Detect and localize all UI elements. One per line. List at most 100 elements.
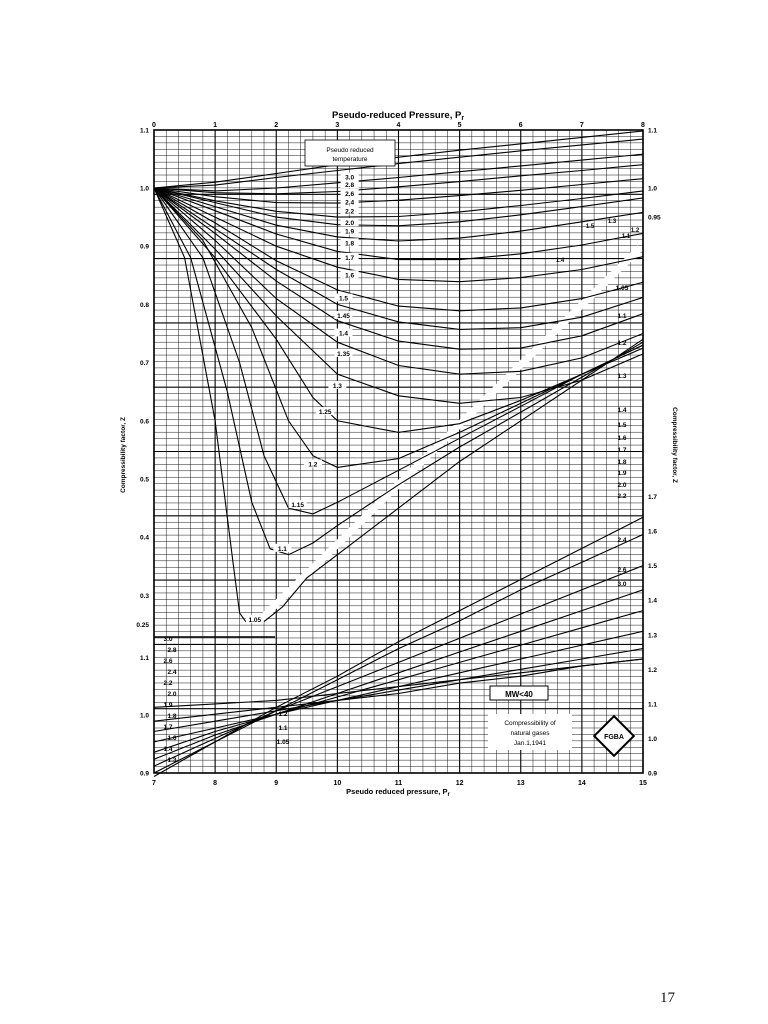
tr-label-bg bbox=[273, 543, 292, 552]
left-upper-tick-label: 0.8 bbox=[140, 302, 149, 309]
tr-label-1.05: 1.05 bbox=[249, 617, 262, 624]
right-curve-label: 2.6 bbox=[617, 567, 626, 574]
right-lower-tick-label: 1.6 bbox=[648, 529, 657, 536]
curve-tr-2.4 bbox=[153, 164, 644, 195]
tr-label-bg bbox=[340, 217, 359, 226]
tr-label-bg bbox=[340, 252, 359, 261]
tr-label-bg bbox=[334, 293, 353, 302]
mw-text: MW<40 bbox=[505, 690, 533, 699]
curve-tr-1.1 bbox=[153, 187, 644, 556]
left-upper-tick-label: 0.5 bbox=[140, 477, 149, 484]
curve-tr-3.0 bbox=[153, 130, 644, 189]
top-tick-label: 1 bbox=[213, 122, 217, 129]
steep-label: 1.3 bbox=[608, 219, 617, 225]
lower-left-label: 1.7 bbox=[163, 724, 172, 731]
top-tick-label: 7 bbox=[580, 122, 584, 129]
lower-left-label: 2.2 bbox=[163, 680, 172, 687]
fgba-logo: FGBA bbox=[592, 714, 636, 758]
curve-tr-2.2 bbox=[153, 178, 644, 204]
steep-label: 1.2 bbox=[631, 228, 640, 234]
tr-label-2.0: 2.0 bbox=[345, 220, 354, 227]
top-tick-label: 3 bbox=[335, 122, 339, 129]
left-upper-tick-label: 0.9 bbox=[140, 244, 149, 251]
tr-label-1.2: 1.2 bbox=[308, 461, 317, 468]
lower-left-label: 1.6 bbox=[167, 735, 176, 742]
right-lower-tick-label: 1.3 bbox=[648, 632, 657, 639]
curve-tr-1.3 bbox=[153, 187, 644, 404]
curve-high-tr-2.4 bbox=[153, 658, 644, 722]
left-axis-label: Compressibility factor, Z bbox=[120, 417, 127, 493]
footer-line3: Jan.1,1941 bbox=[514, 740, 547, 747]
right-curve-label: 2.2 bbox=[617, 493, 626, 500]
curve-high-tr-1.2 bbox=[153, 565, 644, 767]
lower-left-label: 2.4 bbox=[167, 669, 176, 676]
bottom-tick-label: 10 bbox=[333, 780, 341, 787]
tr-label-bg bbox=[340, 180, 359, 189]
lower-bottom-label: 1.1 bbox=[278, 725, 287, 732]
left-upper-tick-label: 1.1 bbox=[140, 127, 149, 134]
curve-tr-1.6 bbox=[153, 187, 644, 283]
tr-label-1.3: 1.3 bbox=[333, 383, 342, 390]
right-lower-tick-label: 0.9 bbox=[648, 771, 657, 778]
left-upper-tick-label: 0.3 bbox=[140, 593, 149, 600]
left-upper-tick-label: 0.6 bbox=[140, 418, 149, 425]
right-curve-label: 1.1 bbox=[617, 313, 626, 320]
page-number: 17 bbox=[660, 990, 675, 1006]
tr-label-1.5: 1.5 bbox=[339, 296, 348, 303]
lower-bottom-label: 1.2 bbox=[278, 711, 287, 718]
top-tick-label: 6 bbox=[519, 122, 523, 129]
top-tick-label: 2 bbox=[274, 122, 278, 129]
bottom-tick-label: 11 bbox=[395, 780, 403, 787]
left-lower-tick-label: 1.1 bbox=[140, 655, 149, 662]
right-curve-label: 1.2 bbox=[617, 340, 626, 347]
right-curve-label: 1.5 bbox=[617, 422, 626, 429]
curve-tr-2.8 bbox=[153, 138, 644, 189]
lower-left-label: 1.8 bbox=[167, 713, 176, 720]
tr-label-2.4: 2.4 bbox=[345, 200, 354, 207]
top-tick-label: 5 bbox=[458, 122, 462, 129]
curve-high-tr-1.05 bbox=[153, 516, 644, 777]
tr-label-bg bbox=[340, 206, 359, 215]
temperature-box-line1: Pseudo reduced bbox=[326, 147, 374, 154]
lower-left-label: 1.3 bbox=[167, 757, 176, 764]
right-lower-tick-label: 1.7 bbox=[648, 494, 657, 501]
tr-label-1.6: 1.6 bbox=[345, 272, 354, 279]
curve-tr-1.9 bbox=[153, 187, 644, 227]
right-lower-tick-label: 1.4 bbox=[648, 598, 657, 605]
temperature-box-line2: temperature bbox=[332, 156, 367, 163]
curve-tr-2.6 bbox=[153, 153, 644, 192]
lower-left-label: 2.8 bbox=[167, 647, 176, 654]
right-curve-label: 1.7 bbox=[617, 447, 626, 454]
tr-label-bg bbox=[334, 348, 353, 357]
tr-label-bg bbox=[340, 270, 359, 279]
lower-left-label: 3.0 bbox=[163, 636, 172, 643]
right-lower-tick-label: 1.2 bbox=[648, 667, 657, 674]
tr-label-2.6: 2.6 bbox=[345, 191, 354, 198]
bottom-tick-label: 12 bbox=[456, 780, 464, 787]
curve-tr-1.45 bbox=[153, 187, 644, 330]
tr-label-2.8: 2.8 bbox=[345, 182, 354, 189]
tr-label-1.35: 1.35 bbox=[337, 351, 350, 358]
right-curve-label: 1.8 bbox=[617, 459, 626, 466]
tr-label-3.0: 3.0 bbox=[345, 175, 354, 182]
right-lower-tick-label: 1.5 bbox=[648, 563, 657, 570]
curve-high-tr-3.0 bbox=[153, 658, 644, 708]
curve-tr-1.4 bbox=[153, 187, 644, 350]
right-curve-label: 3.0 bbox=[617, 581, 626, 588]
footer-box: Compressibility of natural gases Jan.1,1… bbox=[488, 714, 572, 750]
bottom-tick-label: 13 bbox=[517, 780, 525, 787]
tr-label-bg bbox=[288, 500, 307, 509]
chart-title-subscript: r bbox=[461, 115, 464, 122]
tr-label-bg bbox=[303, 459, 322, 468]
tr-label-2.2: 2.2 bbox=[345, 208, 354, 215]
right-upper-tick-label: 1.0 bbox=[648, 186, 657, 193]
left-upper-tick-label: 1.0 bbox=[140, 186, 149, 193]
left-upper-tick-label: 0.4 bbox=[140, 535, 149, 542]
curve-high-tr-1.3 bbox=[153, 589, 644, 760]
curve-tr-1.2 bbox=[153, 187, 644, 468]
lower-left-label: 1.9 bbox=[163, 702, 172, 709]
tr-label-bg bbox=[245, 614, 264, 623]
curve-high-tr-2.0 bbox=[153, 648, 644, 733]
steep-label: 1.4 bbox=[556, 258, 565, 264]
